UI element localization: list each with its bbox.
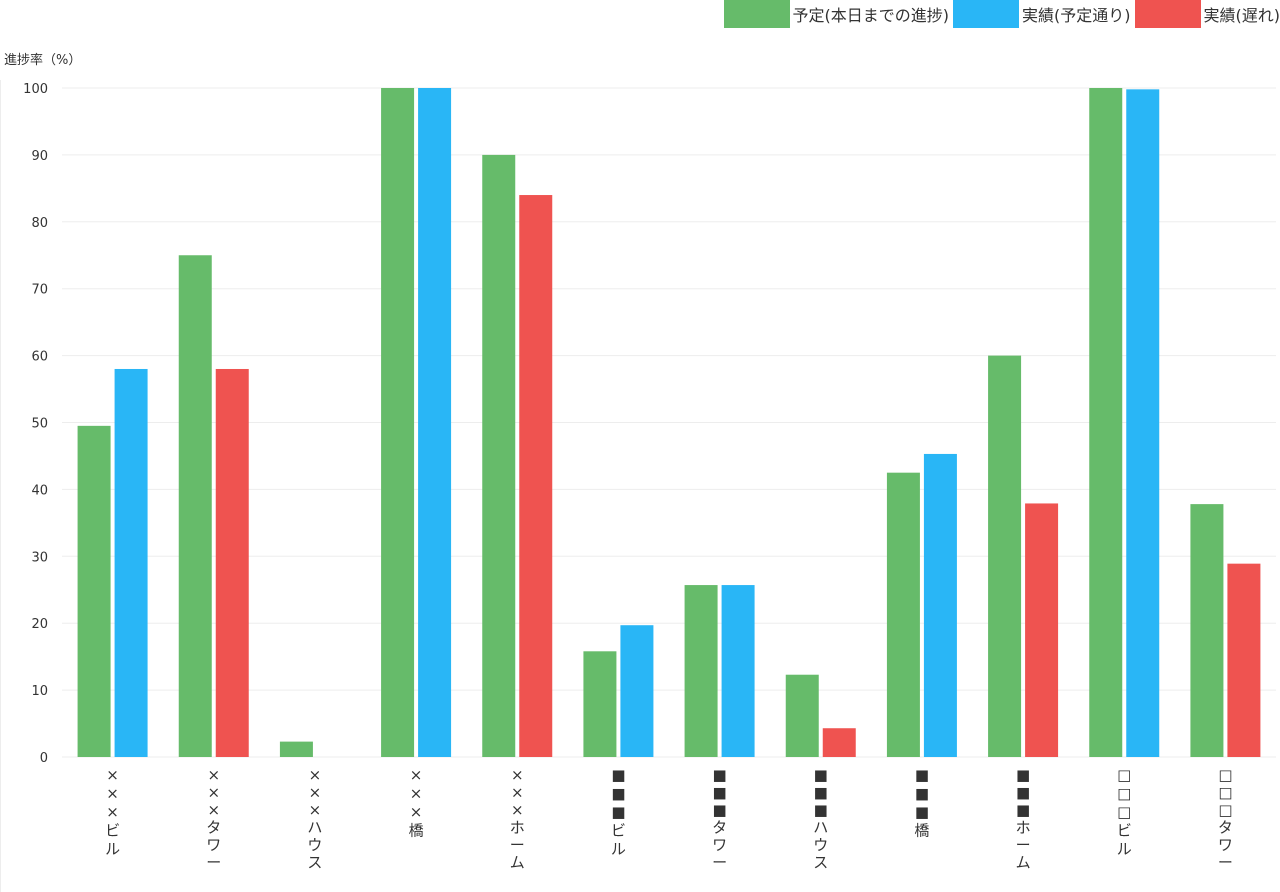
bar-planned-7[interactable] (785, 674, 819, 757)
legend-swatch-planned (723, 0, 790, 28)
y-tick-label: 40 (31, 483, 48, 498)
y-tick-label: 100 (23, 82, 48, 97)
bar-actual-4[interactable] (519, 195, 553, 758)
y-tick-label: 70 (31, 283, 48, 298)
chart-left-border (0, 80, 1, 892)
x-tick-label: ■ ■ ■ハウス (813, 766, 828, 872)
bar-actual-8[interactable] (923, 453, 957, 757)
legend-label-planned: 予定(本日までの進捗) (792, 6, 950, 25)
bar-planned-10[interactable] (1089, 88, 1123, 757)
x-tick-label: □ □ □タワー (1218, 766, 1233, 872)
chart-legend: 予定(本日までの進捗) 実績(予定通り) 実績(遅れ) (720, 0, 1280, 28)
y-tick-label: 20 (31, 617, 48, 632)
y-tick-label: 50 (31, 417, 48, 432)
bar-planned-9[interactable] (988, 355, 1022, 757)
x-tick-label: × × ×ビル (105, 766, 120, 858)
bar-actual-11[interactable] (1227, 563, 1261, 757)
legend-label-late: 実績(遅れ) (1203, 6, 1280, 25)
x-tick-label: × × ×ハウス (307, 766, 322, 872)
bar-planned-6[interactable] (684, 585, 718, 757)
y-tick-label: 80 (31, 216, 48, 231)
legend-swatch-late (1134, 0, 1201, 28)
bar-planned-8[interactable] (886, 472, 920, 757)
x-tick-label: ■ ■ ■ホーム (1016, 766, 1031, 872)
y-tick-label: 0 (40, 751, 48, 766)
x-tick-label: × × ×ホーム (510, 766, 525, 872)
bar-planned-3[interactable] (381, 88, 415, 757)
bar-planned-0[interactable] (77, 425, 111, 757)
bar-actual-9[interactable] (1025, 503, 1059, 757)
legend-label-on-time: 実績(予定通り) (1022, 6, 1131, 25)
x-tick-label: □ □ □ビル (1117, 766, 1132, 858)
legend-item-on-time[interactable]: 実績(予定通り) (953, 0, 1131, 28)
y-tick-label: 30 (31, 550, 48, 565)
bar-actual-7[interactable] (822, 728, 856, 757)
bar-planned-2[interactable] (279, 741, 313, 757)
y-tick-label: 10 (31, 684, 48, 699)
y-axis-label: 進捗率（%） (4, 53, 82, 68)
bar-actual-3[interactable] (418, 88, 452, 757)
legend-item-planned[interactable]: 予定(本日までの進捗) (723, 0, 950, 28)
x-tick-label: × × ×橋 (409, 766, 424, 840)
x-tick-label: × × ×タワー (206, 766, 221, 872)
bar-actual-0[interactable] (114, 368, 148, 757)
bar-actual-1[interactable] (215, 368, 249, 757)
legend-item-late[interactable]: 実績(遅れ) (1134, 0, 1280, 28)
bar-planned-4[interactable] (482, 154, 516, 757)
bar-actual-5[interactable] (620, 625, 654, 757)
x-tick-label: ■ ■ ■ビル (611, 766, 626, 858)
bar-actual-6[interactable] (721, 585, 755, 757)
bar-planned-5[interactable] (583, 651, 617, 757)
legend-swatch-on-time (953, 0, 1019, 28)
x-tick-label: ■ ■ ■タワー (712, 766, 727, 872)
bar-planned-1[interactable] (178, 255, 212, 757)
y-tick-label: 90 (31, 149, 48, 164)
x-tick-label: ■ ■ ■橋 (914, 766, 929, 840)
y-tick-label: 60 (31, 350, 48, 365)
bar-actual-10[interactable] (1126, 89, 1160, 757)
bar-planned-11[interactable] (1190, 504, 1224, 757)
